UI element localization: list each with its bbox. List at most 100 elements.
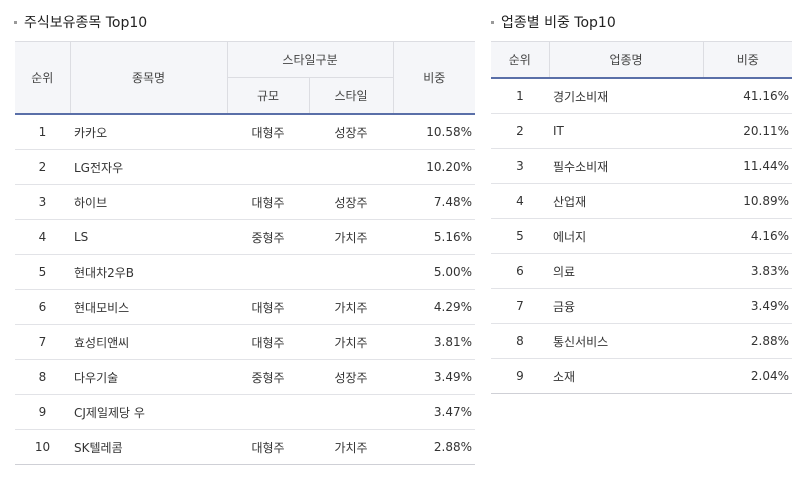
weight-cell: 10.89% <box>703 183 792 219</box>
col-header-style: 스타일 <box>308 77 394 115</box>
holdings-title-text: 주식보유종목 Top10 <box>24 15 148 31</box>
col-header-rank: 순위 <box>491 41 550 79</box>
weight-cell: 4.16% <box>703 218 792 254</box>
rank-cell: 8 <box>491 323 549 359</box>
sectors-section-title: 업종별 비중 Top10 <box>491 12 616 32</box>
rank-cell: 10 <box>15 429 70 465</box>
rank-cell: 7 <box>491 288 549 324</box>
weight-cell: 2.88% <box>703 323 792 359</box>
rank-cell: 5 <box>15 254 70 290</box>
style-cell: 성장주 <box>309 114 394 150</box>
rank-cell: 5 <box>491 218 549 254</box>
stock-name-cell: 현대모비스 <box>70 289 227 325</box>
rank-cell: 9 <box>15 394 70 430</box>
rank-cell: 3 <box>15 184 70 220</box>
size-cell: 대형주 <box>227 289 309 325</box>
table-row: 5 에너지 4.16% <box>491 218 792 254</box>
col-header-sector: 업종명 <box>548 41 704 79</box>
size-cell: 대형주 <box>227 324 309 360</box>
weight-cell: 4.29% <box>393 289 476 325</box>
stock-name-cell: SK텔레콤 <box>70 429 227 465</box>
weight-cell: 10.20% <box>393 149 476 185</box>
holdings-section-title: 주식보유종목 Top10 <box>14 12 147 32</box>
table-row: 3 하이브 대형주 성장주 7.48% <box>15 184 476 220</box>
size-cell: 중형주 <box>227 359 309 395</box>
sector-name-cell: 필수소비재 <box>549 148 703 184</box>
stock-name-cell: 다우기술 <box>70 359 227 395</box>
weight-cell: 2.88% <box>393 429 476 465</box>
style-cell: 가치주 <box>309 429 394 465</box>
size-cell <box>227 254 309 290</box>
style-cell: 가치주 <box>309 219 394 255</box>
table-row: 9 CJ제일제당 우 3.47% <box>15 394 476 430</box>
weight-cell: 5.00% <box>393 254 476 290</box>
sector-name-cell: 소재 <box>549 358 703 394</box>
sectors-table-body: 1 경기소비재 41.16% 2 IT 20.11% 3 필수소비재 11.44% 4 산업재 10.… <box>491 78 792 394</box>
col-header-name: 종목명 <box>69 41 228 115</box>
col-header-weight: 비중 <box>702 41 792 79</box>
table-row: 7 효성티앤씨 대형주 가치주 3.81% <box>15 324 476 360</box>
stock-name-cell: 하이브 <box>70 184 227 220</box>
table-row: 7 금융 3.49% <box>491 288 792 324</box>
stock-name-cell: LG전자우 <box>70 149 227 185</box>
style-cell <box>309 149 394 185</box>
table-row: 4 LS 중형주 가치주 5.16% <box>15 219 476 255</box>
rank-cell: 7 <box>15 324 70 360</box>
table-row: 1 카카오 대형주 성장주 10.58% <box>15 114 476 150</box>
table-row: 8 다우기술 중형주 성장주 3.49% <box>15 359 476 395</box>
size-cell <box>227 394 309 430</box>
table-row: 6 의료 3.83% <box>491 253 792 289</box>
rank-cell: 2 <box>491 113 549 149</box>
sector-name-cell: 통신서비스 <box>549 323 703 359</box>
sectors-table: 순위 업종명 비중 1 경기소비재 41.16% 2 IT 20.11% 3 필수소비재 11.… <box>491 41 792 394</box>
holdings-table-body: 1 카카오 대형주 성장주 10.58% 2 LG전자우 10.20% 3 하이브 대형주 성장주 7.… <box>15 114 476 465</box>
col-header-weight: 비중 <box>392 41 476 115</box>
stock-name-cell: 효성티앤씨 <box>70 324 227 360</box>
col-header-size: 규모 <box>227 77 310 115</box>
style-cell: 가치주 <box>309 324 394 360</box>
size-cell: 대형주 <box>227 184 309 220</box>
sector-name-cell: IT <box>549 113 703 149</box>
table-row: 8 통신서비스 2.88% <box>491 323 792 359</box>
weight-cell: 3.49% <box>393 359 476 395</box>
size-cell: 대형주 <box>227 429 309 465</box>
weight-cell: 3.81% <box>393 324 476 360</box>
rank-cell: 6 <box>15 289 70 325</box>
table-row: 5 현대차2우B 5.00% <box>15 254 476 290</box>
weight-cell: 3.49% <box>703 288 792 324</box>
rank-cell: 4 <box>491 183 549 219</box>
size-cell <box>227 149 309 185</box>
style-cell <box>309 254 394 290</box>
sector-name-cell: 산업재 <box>549 183 703 219</box>
weight-cell: 2.04% <box>703 358 792 394</box>
holdings-table: 순위 종목명 스타일구분 비중 규모 스타일 1 카카오 대형주 성장주 10.58% 2… <box>15 41 476 465</box>
table-row: 2 LG전자우 10.20% <box>15 149 476 185</box>
style-cell: 성장주 <box>309 359 394 395</box>
rank-cell: 9 <box>491 358 549 394</box>
style-cell <box>309 394 394 430</box>
table-row: 4 산업재 10.89% <box>491 183 792 219</box>
table-row: 3 필수소비재 11.44% <box>491 148 792 184</box>
weight-cell: 11.44% <box>703 148 792 184</box>
stock-name-cell: 카카오 <box>70 114 227 150</box>
stock-name-cell: LS <box>70 219 227 255</box>
style-cell: 성장주 <box>309 184 394 220</box>
rank-cell: 4 <box>15 219 70 255</box>
col-header-style-group: 스타일구분 <box>226 41 394 78</box>
style-cell: 가치주 <box>309 289 394 325</box>
weight-cell: 7.48% <box>393 184 476 220</box>
table-row: 6 현대모비스 대형주 가치주 4.29% <box>15 289 476 325</box>
rank-cell: 6 <box>491 253 549 289</box>
rank-cell: 2 <box>15 149 70 185</box>
rank-cell: 3 <box>491 148 549 184</box>
table-row: 1 경기소비재 41.16% <box>491 78 792 114</box>
weight-cell: 10.58% <box>393 114 476 150</box>
col-header-rank: 순위 <box>15 41 71 115</box>
weight-cell: 3.83% <box>703 253 792 289</box>
bullet-icon <box>14 20 17 24</box>
sectors-title-text: 업종별 비중 Top10 <box>501 15 616 31</box>
sector-name-cell: 의료 <box>549 253 703 289</box>
rank-cell: 1 <box>491 78 549 114</box>
weight-cell: 5.16% <box>393 219 476 255</box>
size-cell: 중형주 <box>227 219 309 255</box>
